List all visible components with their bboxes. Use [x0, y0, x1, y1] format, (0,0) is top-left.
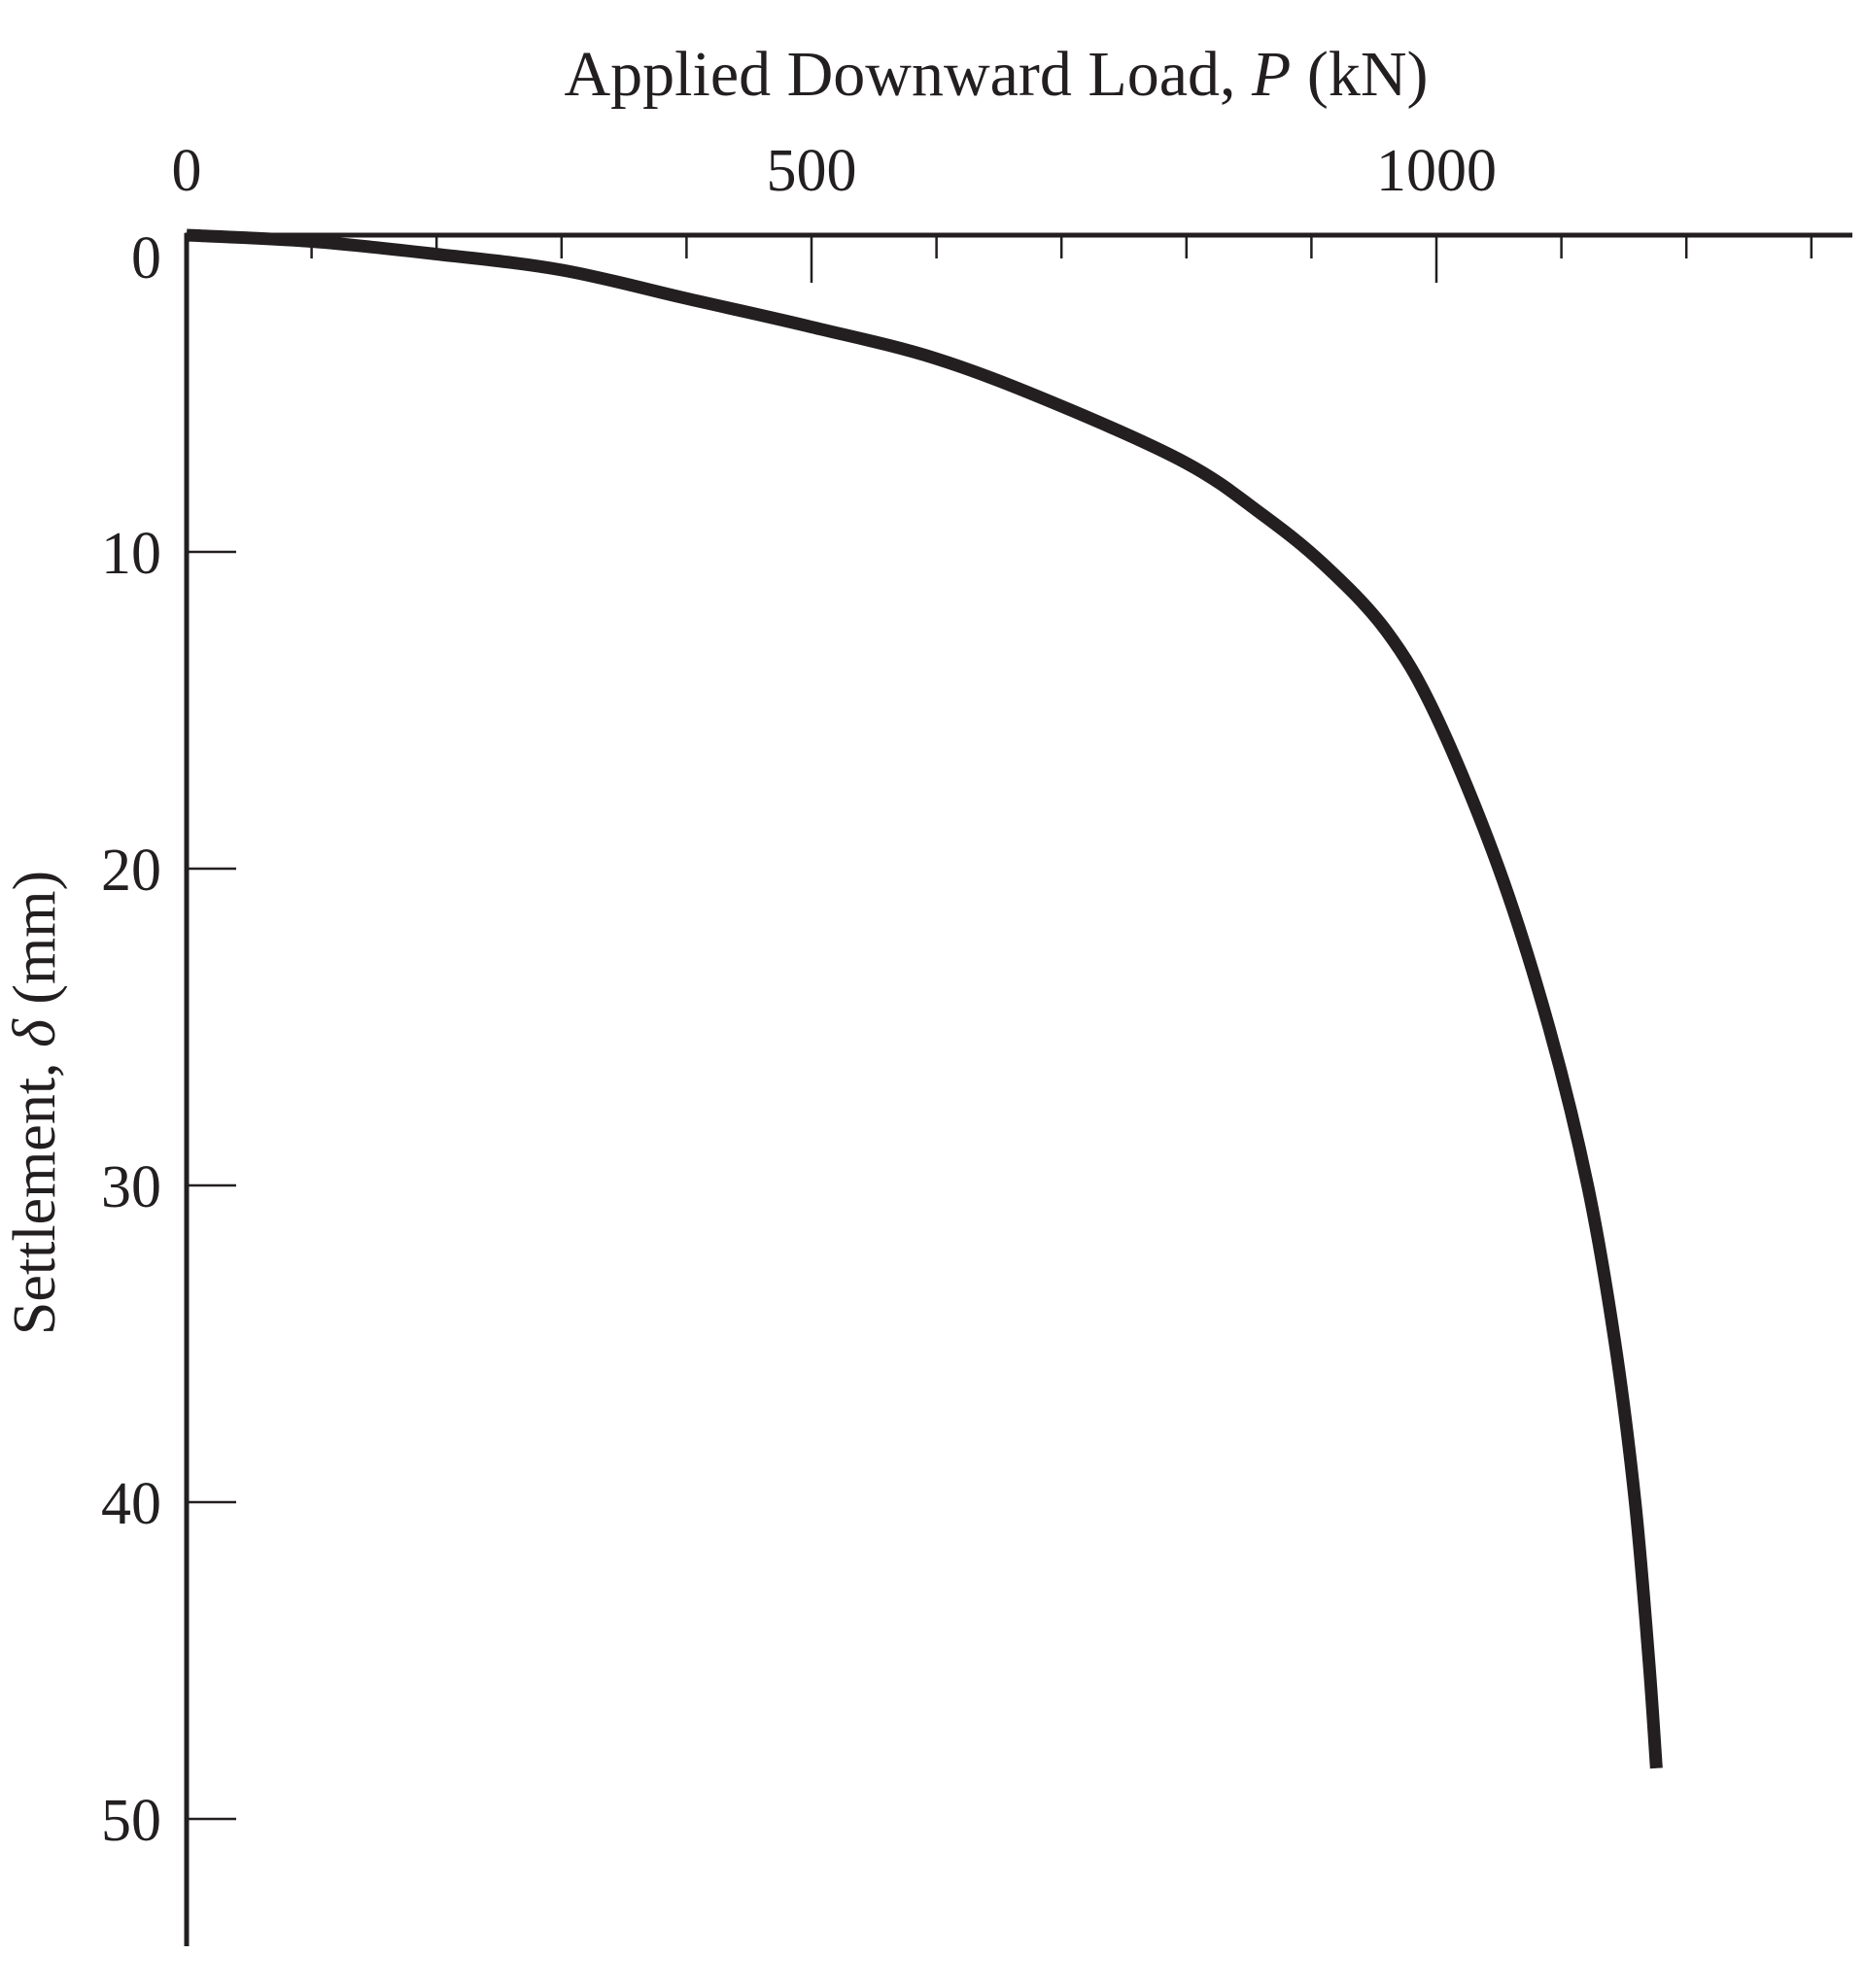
svg-text:Settlement, δ (mm): Settlement, δ (mm) [2, 871, 68, 1335]
x-axis-ticks: 0 500 1000 [172, 138, 1813, 283]
y-tick-label: 20 [101, 838, 161, 904]
svg-text:Applied Downward Load, P (kN): Applied Downward Load, P (kN) [565, 39, 1429, 110]
load-settlement-curve [186, 228, 1663, 1769]
x-tick-label: 500 [767, 138, 857, 204]
y-tick-label: 30 [101, 1154, 161, 1220]
y-tick-label: 50 [101, 1788, 161, 1854]
y-axis-title: Settlement, δ (mm) [2, 871, 68, 1335]
y-tick-label: 10 [101, 521, 161, 587]
x-tick-label: 0 [172, 138, 202, 204]
series-line [186, 228, 1663, 1769]
x-axis-title: Applied Downward Load, P (kN) [565, 39, 1429, 110]
axes [184, 232, 1852, 1946]
y-tick-label: 40 [101, 1471, 161, 1537]
x-tick-label: 1000 [1376, 138, 1497, 204]
y-axis-ticks: 0 10 20 30 40 50 [101, 225, 236, 1854]
y-tick-label: 0 [131, 225, 161, 291]
